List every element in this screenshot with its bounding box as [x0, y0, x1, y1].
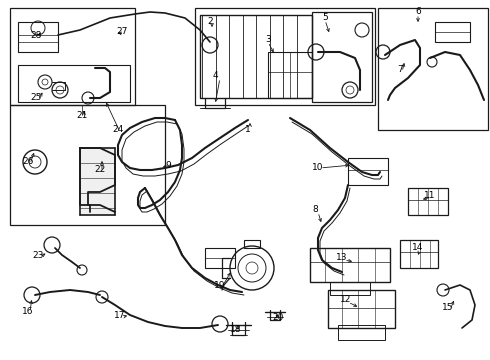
Text: 24: 24: [112, 126, 123, 135]
Text: 18: 18: [230, 325, 242, 334]
Bar: [268, 52, 312, 98]
Bar: [330, 282, 370, 295]
Bar: [348, 158, 388, 185]
Bar: [244, 240, 260, 248]
Text: 22: 22: [95, 166, 106, 175]
Text: 23: 23: [32, 251, 44, 260]
Text: 10: 10: [312, 163, 324, 172]
Bar: [10, 8, 135, 105]
Bar: [10, 105, 165, 225]
Text: 4: 4: [212, 71, 218, 80]
Text: 20: 20: [272, 314, 284, 323]
Text: 8: 8: [312, 206, 318, 215]
Text: 14: 14: [412, 243, 424, 252]
Text: 5: 5: [322, 13, 328, 22]
Bar: [200, 15, 312, 98]
Bar: [18, 65, 130, 102]
Text: 25: 25: [30, 94, 42, 103]
Bar: [312, 12, 372, 102]
Text: 13: 13: [336, 253, 348, 262]
Bar: [408, 188, 448, 215]
Text: 16: 16: [22, 307, 34, 316]
Bar: [310, 248, 390, 282]
Text: 6: 6: [415, 8, 421, 17]
Text: 7: 7: [397, 66, 403, 75]
Bar: [378, 8, 488, 130]
Text: 11: 11: [424, 190, 436, 199]
Text: 27: 27: [116, 27, 128, 36]
Text: 9: 9: [165, 161, 171, 170]
Text: 1: 1: [245, 126, 251, 135]
Text: 21: 21: [76, 111, 88, 120]
Bar: [205, 248, 235, 268]
Text: 26: 26: [23, 158, 34, 166]
Text: 3: 3: [265, 36, 271, 45]
Bar: [195, 8, 375, 105]
Bar: [338, 325, 385, 340]
Bar: [80, 148, 115, 215]
Text: 17: 17: [114, 310, 126, 320]
Text: 15: 15: [442, 303, 454, 312]
Text: 28: 28: [30, 31, 42, 40]
Text: 19: 19: [214, 280, 226, 289]
Bar: [400, 240, 438, 268]
Bar: [18, 22, 58, 52]
Bar: [328, 290, 395, 328]
Text: 12: 12: [341, 296, 352, 305]
Text: 2: 2: [207, 18, 213, 27]
Bar: [435, 22, 470, 42]
